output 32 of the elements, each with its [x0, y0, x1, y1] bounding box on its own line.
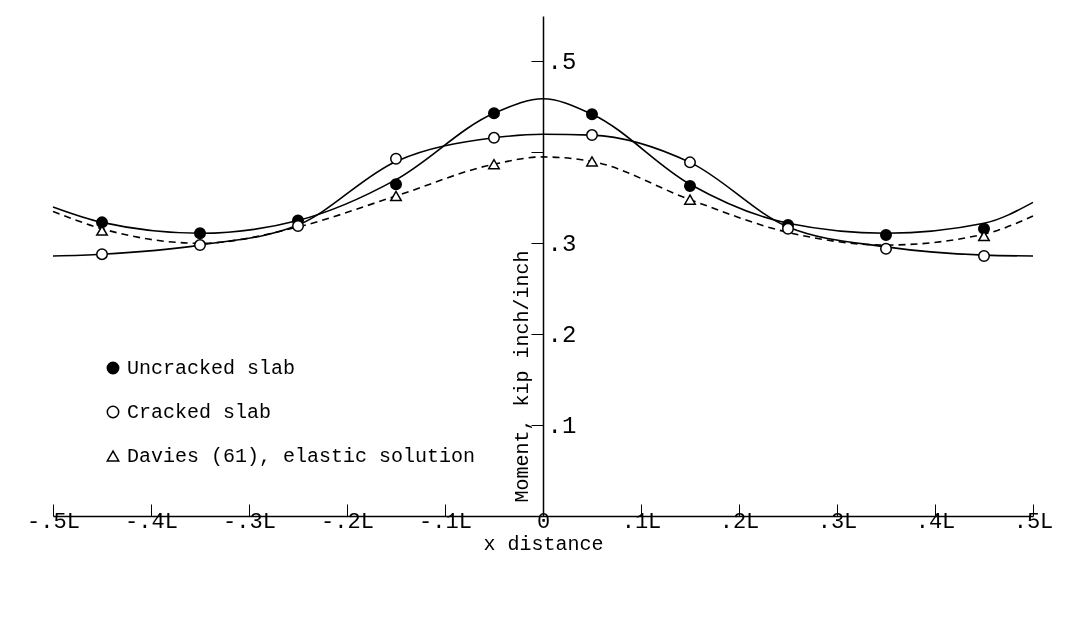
y-tick-label: .2	[547, 321, 577, 349]
point	[194, 239, 206, 252]
x-tick-label: -.4L	[125, 509, 178, 535]
point	[586, 108, 598, 121]
y-tick-label: .3	[547, 230, 577, 258]
point	[390, 178, 402, 191]
y-tick-label: .5	[547, 48, 577, 76]
legend-label: Davies (61), elastic solution	[127, 445, 476, 468]
point	[880, 229, 892, 242]
point	[978, 250, 990, 262]
point	[880, 242, 892, 255]
point	[586, 156, 598, 167]
point	[96, 248, 108, 261]
point	[488, 107, 500, 120]
point	[684, 194, 696, 205]
point	[292, 220, 304, 232]
y-axis-title: Moment, kip inch/inch	[510, 250, 534, 503]
point	[684, 156, 696, 169]
x-tick-label: -.5L	[27, 509, 80, 535]
legend-label: Cracked slab	[127, 401, 272, 424]
point	[488, 131, 500, 144]
point	[390, 190, 402, 202]
x-tick-label: -.3L	[223, 509, 276, 535]
point	[194, 227, 206, 240]
point	[684, 180, 696, 192]
y-tick-label: .1	[547, 412, 577, 440]
x-axis-title: x distance	[483, 532, 604, 556]
legend-label: Uncracked slab	[127, 357, 296, 380]
point	[586, 129, 598, 142]
point	[390, 152, 402, 165]
x-tick-label: .5L	[1013, 509, 1054, 535]
point	[488, 158, 500, 170]
